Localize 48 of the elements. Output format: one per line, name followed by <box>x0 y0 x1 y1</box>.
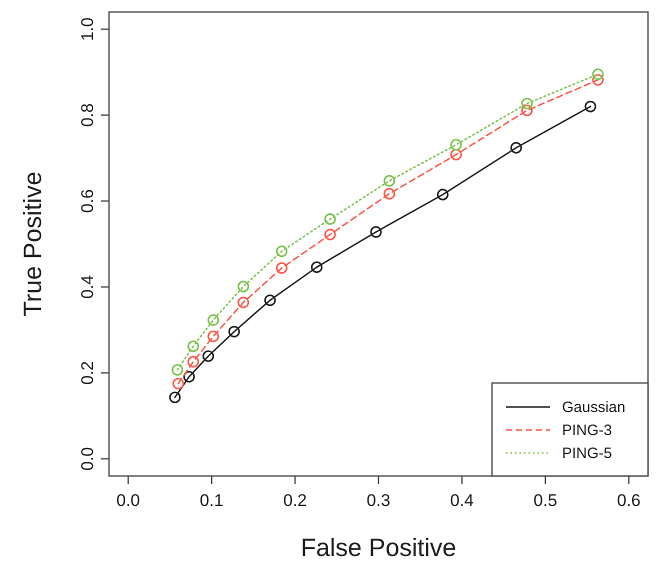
y-axis-title: True Positive <box>19 172 47 316</box>
point <box>510 142 522 154</box>
point <box>187 340 200 352</box>
x-tick-label: 0.0 <box>116 491 140 510</box>
y-tick-label: 0.6 <box>78 189 97 213</box>
x-tick-label: 0.6 <box>616 491 641 510</box>
point <box>276 246 288 258</box>
point <box>228 326 240 338</box>
point <box>310 261 323 273</box>
point <box>238 296 250 308</box>
x-tick-label: 0.3 <box>366 491 390 510</box>
y-tick-label: 0.4 <box>78 275 97 299</box>
point <box>172 378 184 390</box>
point <box>324 228 336 240</box>
x-axis-title: False Positive <box>300 534 456 562</box>
point <box>238 280 250 292</box>
point <box>592 68 604 80</box>
point <box>207 314 220 326</box>
y-tick-label: 0.8 <box>78 103 97 127</box>
x-tick-label: 0.2 <box>283 491 307 510</box>
point <box>276 262 288 274</box>
y-tick-label: 1.0 <box>78 17 97 42</box>
y-tick-label: 0.0 <box>78 446 97 471</box>
point <box>370 226 382 238</box>
x-tick-label: 0.1 <box>200 491 224 510</box>
point <box>264 294 276 306</box>
y-tick-label: 0.2 <box>78 361 97 385</box>
point <box>450 138 462 151</box>
point <box>202 350 214 362</box>
point <box>169 392 181 404</box>
legend-label: Gaussian <box>562 399 626 416</box>
point <box>584 100 596 112</box>
point <box>592 74 604 86</box>
point <box>384 188 396 200</box>
point <box>324 213 336 225</box>
point <box>183 370 195 383</box>
point <box>207 330 220 342</box>
x-tick-label: 0.5 <box>534 491 558 510</box>
point <box>172 364 184 376</box>
x-tick-label: 0.4 <box>450 491 474 510</box>
point <box>436 188 449 200</box>
point <box>521 104 533 116</box>
legend-label: PING-3 <box>562 422 612 439</box>
point <box>450 148 462 160</box>
point <box>521 98 533 110</box>
legend-label: PING-5 <box>562 445 612 462</box>
point <box>384 175 396 187</box>
point <box>187 356 200 368</box>
